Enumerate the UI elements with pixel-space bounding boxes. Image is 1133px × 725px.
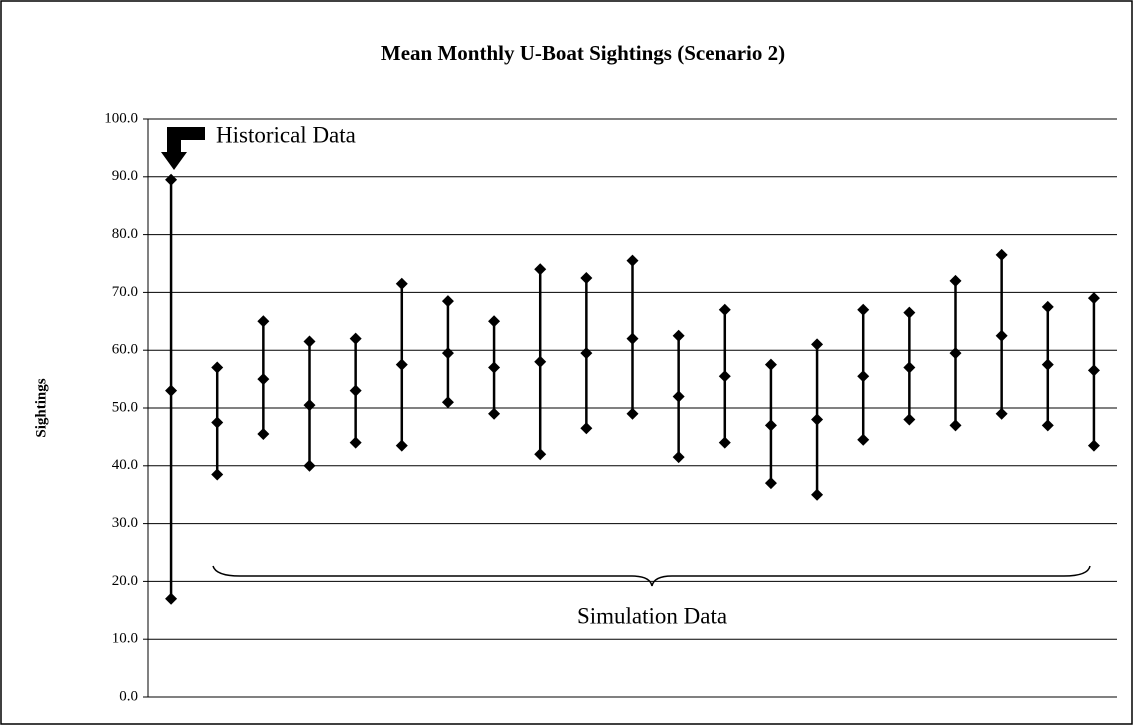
marker — [903, 413, 916, 426]
marker — [764, 358, 777, 371]
marker — [811, 413, 824, 426]
y-tick-label: 70.0 — [112, 284, 138, 300]
marker — [857, 433, 870, 446]
marker — [580, 271, 593, 284]
marker — [395, 439, 408, 452]
marker — [303, 399, 316, 412]
annotation: Simulation Data — [577, 603, 727, 628]
marker — [672, 329, 685, 342]
y-tick-label: 20.0 — [112, 573, 138, 589]
marker — [257, 428, 270, 441]
marker — [395, 277, 408, 290]
marker — [165, 384, 178, 397]
y-tick-label: 50.0 — [112, 399, 138, 415]
y-tick-label: 30.0 — [112, 515, 138, 531]
marker — [395, 358, 408, 371]
marker — [488, 315, 501, 328]
marker — [488, 361, 501, 374]
marker — [303, 459, 316, 472]
marker — [580, 347, 593, 360]
marker — [1087, 292, 1100, 305]
marker — [811, 338, 824, 351]
marker — [718, 303, 731, 316]
marker — [534, 263, 547, 276]
marker — [626, 332, 639, 345]
marker — [257, 373, 270, 386]
marker — [1041, 358, 1054, 371]
y-tick-label: 40.0 — [112, 457, 138, 473]
marker — [534, 355, 547, 368]
marker — [626, 407, 639, 420]
marker — [764, 419, 777, 432]
marker — [1087, 364, 1100, 377]
marker — [857, 303, 870, 316]
marker — [718, 370, 731, 383]
marker — [903, 361, 916, 374]
marker — [903, 306, 916, 319]
marker — [672, 390, 685, 403]
marker — [211, 416, 224, 429]
marker — [488, 407, 501, 420]
marker — [764, 477, 777, 490]
marker — [349, 436, 362, 449]
marker — [211, 468, 224, 481]
marker — [349, 384, 362, 397]
y-tick-label: 60.0 — [112, 342, 138, 358]
marker — [995, 248, 1008, 261]
y-tick-label: 10.0 — [112, 631, 138, 647]
marker — [1041, 419, 1054, 432]
marker — [211, 361, 224, 374]
marker — [1041, 300, 1054, 313]
marker — [257, 315, 270, 328]
annotation: Historical Data — [216, 122, 356, 147]
marker — [949, 347, 962, 360]
y-axis-label: Sightings — [33, 378, 49, 437]
marker — [672, 451, 685, 464]
marker — [995, 329, 1008, 342]
marker — [718, 436, 731, 449]
y-tick-label: 0.0 — [119, 688, 138, 704]
marker — [626, 254, 639, 267]
marker — [534, 448, 547, 461]
marker — [441, 295, 454, 308]
marker — [441, 347, 454, 360]
chart-title: Mean Monthly U-Boat Sightings (Scenario … — [381, 41, 785, 65]
y-tick-label: 90.0 — [112, 168, 138, 184]
marker — [811, 488, 824, 501]
marker — [949, 419, 962, 432]
marker — [580, 422, 593, 435]
marker — [441, 396, 454, 409]
marker — [349, 332, 362, 345]
marker — [165, 592, 178, 605]
marker — [303, 335, 316, 348]
marker — [949, 274, 962, 287]
marker — [1087, 439, 1100, 452]
arrow — [161, 127, 205, 170]
y-tick-label: 80.0 — [112, 226, 138, 242]
y-tick-label: 100.0 — [104, 110, 138, 126]
marker — [857, 370, 870, 383]
brace — [212, 565, 1091, 587]
marker — [995, 407, 1008, 420]
marker — [165, 173, 178, 186]
